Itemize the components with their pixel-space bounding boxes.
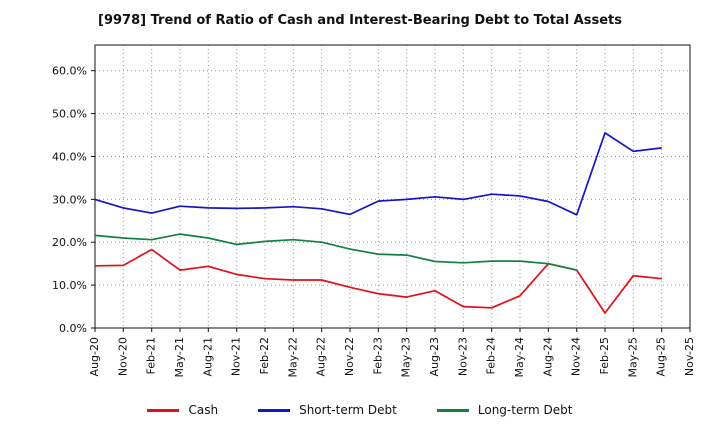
- svg-text:Feb-23: Feb-23: [371, 337, 384, 374]
- svg-text:Feb-22: Feb-22: [258, 337, 271, 374]
- legend-label-short-term-debt: Short-term Debt: [299, 403, 397, 417]
- svg-text:Aug-20: Aug-20: [88, 337, 101, 376]
- svg-text:Nov-21: Nov-21: [230, 337, 243, 376]
- svg-text:Aug-23: Aug-23: [428, 337, 441, 376]
- legend-label-long-term-debt: Long-term Debt: [477, 403, 573, 417]
- svg-text:May-23: May-23: [400, 337, 413, 378]
- svg-text:Nov-24: Nov-24: [570, 337, 583, 376]
- svg-text:Feb-25: Feb-25: [598, 337, 611, 374]
- svg-text:May-22: May-22: [286, 337, 299, 378]
- svg-text:10.0%: 10.0%: [52, 279, 87, 292]
- svg-text:50.0%: 50.0%: [52, 108, 87, 121]
- svg-text:May-25: May-25: [626, 337, 639, 378]
- legend-item-long-term-debt: Long-term Debt: [436, 403, 573, 417]
- svg-text:60.0%: 60.0%: [52, 65, 87, 78]
- svg-text:Nov-20: Nov-20: [116, 337, 129, 376]
- svg-text:30.0%: 30.0%: [52, 193, 87, 206]
- svg-text:May-21: May-21: [173, 337, 186, 378]
- svg-text:Feb-24: Feb-24: [485, 337, 498, 374]
- svg-text:Aug-21: Aug-21: [201, 337, 214, 376]
- legend-item-cash: Cash: [147, 403, 218, 417]
- svg-text:Aug-22: Aug-22: [315, 337, 328, 376]
- chart-title: [9978] Trend of Ratio of Cash and Intere…: [98, 13, 622, 28]
- svg-text:Nov-22: Nov-22: [343, 337, 356, 376]
- cash-line-swatch: [147, 408, 180, 412]
- svg-text:20.0%: 20.0%: [52, 236, 87, 249]
- svg-text:May-24: May-24: [513, 337, 526, 378]
- svg-text:Nov-25: Nov-25: [683, 337, 696, 376]
- svg-text:Aug-25: Aug-25: [655, 337, 668, 376]
- plot-area: 0.0% 10.0% 20.0% 30.0% 40.0% 50.0% 60.0% Aug-20…: [52, 44, 696, 378]
- svg-text:Nov-23: Nov-23: [456, 337, 469, 376]
- legend-label-cash: Cash: [188, 403, 219, 417]
- svg-text:0.0%: 0.0%: [59, 322, 87, 335]
- svg-text:40.0%: 40.0%: [52, 151, 87, 164]
- long-term-debt-line-swatch: [436, 408, 469, 412]
- svg-text:Aug-24: Aug-24: [541, 337, 554, 376]
- legend: Cash Short-term Debt Long-term Debt: [0, 403, 720, 417]
- legend-item-short-term-debt: Short-term Debt: [258, 403, 397, 417]
- svg-text:Feb-21: Feb-21: [145, 337, 158, 374]
- short-term-debt-line-swatch: [258, 408, 291, 412]
